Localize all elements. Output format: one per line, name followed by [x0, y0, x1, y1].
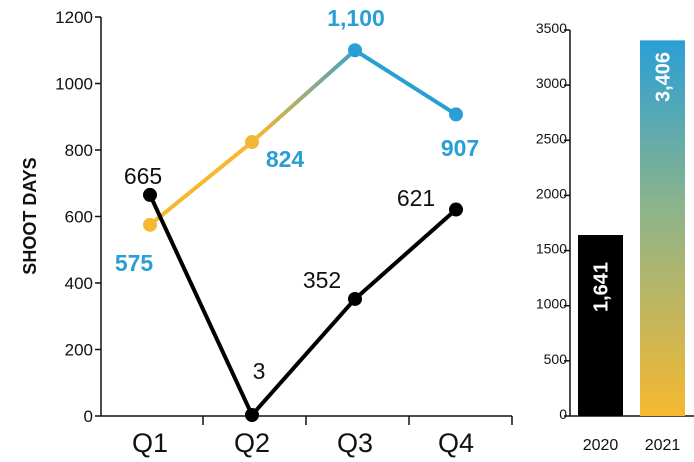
y-tick-label: 400 — [65, 274, 93, 293]
series-line-gradient — [148, 48, 458, 227]
x-tick-label: Q2 — [234, 428, 270, 458]
bar-y-tick-label: 3000 — [536, 75, 567, 91]
bar-y-tick-label: 0 — [559, 406, 567, 422]
data-label-blue: 824 — [266, 146, 305, 172]
bar-2020 — [578, 235, 623, 416]
data-label-black: 621 — [397, 185, 435, 211]
bar-y-tick-label: 3500 — [536, 20, 567, 36]
bar-y-tick-label: 2500 — [536, 130, 567, 146]
series-point-black — [143, 187, 157, 202]
y-tick-label: 1200 — [55, 8, 93, 27]
y-tick-label: 600 — [65, 208, 93, 227]
x-tick-label: Q1 — [132, 428, 168, 458]
series-point-black — [245, 408, 259, 423]
bar-2021 — [640, 40, 685, 417]
series-point-gradient — [143, 217, 157, 232]
data-label-blue: 575 — [115, 250, 154, 276]
bar-category-label: 2021 — [645, 437, 681, 454]
data-label-blue: 907 — [441, 135, 479, 161]
y-tick-label: 1000 — [55, 75, 93, 94]
data-label-blue: 1,100 — [327, 5, 385, 31]
series-point-black — [348, 291, 362, 306]
series-point-black — [449, 202, 463, 217]
data-label-black: 665 — [124, 163, 162, 189]
series-line-black — [148, 194, 458, 418]
bar-value-label: 1,641 — [591, 262, 613, 312]
y-tick-label: 0 — [84, 407, 93, 426]
y-tick-label: 200 — [65, 341, 93, 360]
series-point-gradient — [348, 43, 362, 58]
x-tick-label: Q4 — [438, 428, 474, 458]
bar-y-tick-label: 1000 — [536, 296, 567, 312]
y-axis-label: SHOOT DAYS — [20, 157, 40, 274]
data-label-black: 3 — [253, 358, 266, 384]
series-point-gradient — [449, 107, 463, 122]
series-point-gradient — [245, 135, 259, 150]
bar-y-tick-label: 2000 — [536, 185, 567, 201]
bar-y-tick-label: 500 — [544, 351, 568, 367]
bar-value-label: 3,406 — [653, 52, 675, 102]
bar-y-tick-label: 1500 — [536, 241, 567, 257]
bar-category-label: 2020 — [583, 437, 619, 454]
x-tick-label: Q3 — [337, 428, 373, 458]
y-tick-label: 800 — [65, 141, 93, 160]
data-label-black: 352 — [303, 267, 341, 293]
